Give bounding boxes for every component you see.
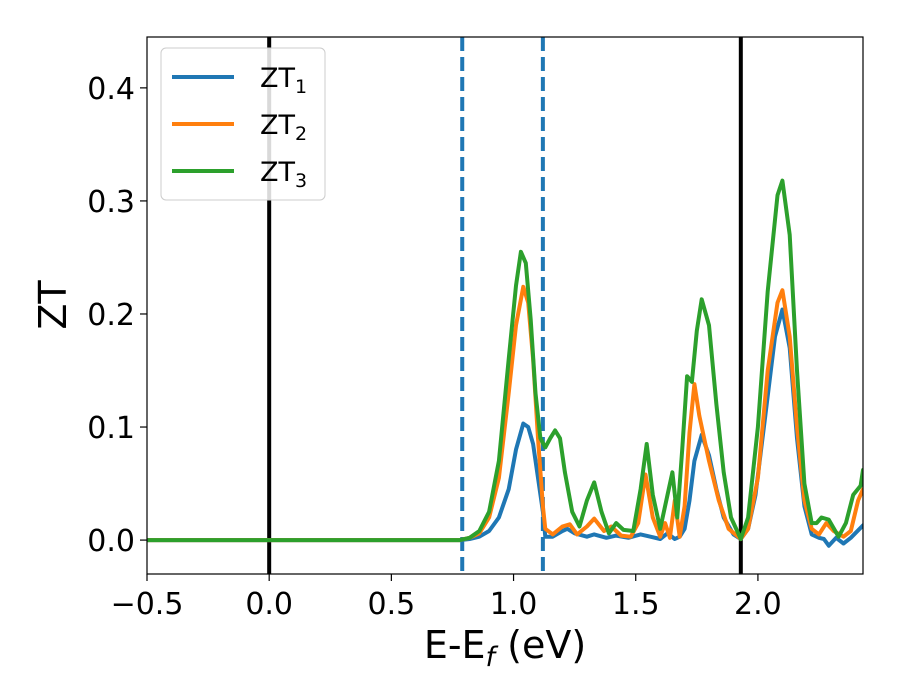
series-line-3 (147, 178, 863, 543)
series-group (147, 178, 863, 548)
y-tick-label: 0.0 (87, 524, 135, 559)
x-tick-label: −0.5 (111, 587, 184, 622)
y-tick-label: 0.4 (87, 72, 135, 107)
y-axis: 0.0 0.1 0.2 0.3 0.4 (87, 72, 147, 559)
x-axis: −0.5 0.0 0.5 1.0 1.5 2.0 (111, 574, 782, 622)
x-axis-title: E-Ef (eV) (424, 623, 586, 673)
legend-label-3: ZT3 (260, 157, 307, 192)
legend-box (160, 47, 326, 201)
x-tick-label: 1.5 (612, 587, 660, 622)
x-tick-label: 2.0 (734, 587, 782, 622)
x-tick-label: 0.5 (368, 587, 416, 622)
plot-frame (146, 36, 864, 575)
reference-lines (267, 37, 743, 574)
legend: ZT1 ZT2 ZT3 (160, 47, 326, 201)
legend-label-1: ZT1 (260, 63, 307, 98)
x-tick-label: 1.0 (490, 587, 538, 622)
legend-label-2: ZT2 (260, 110, 307, 145)
x-tick-label: 0.0 (245, 587, 293, 622)
y-tick-label: 0.3 (87, 185, 135, 220)
y-tick-label: 0.2 (87, 298, 135, 333)
y-tick-label: 0.1 (87, 411, 135, 446)
y-axis-title: ZT (31, 280, 75, 330)
